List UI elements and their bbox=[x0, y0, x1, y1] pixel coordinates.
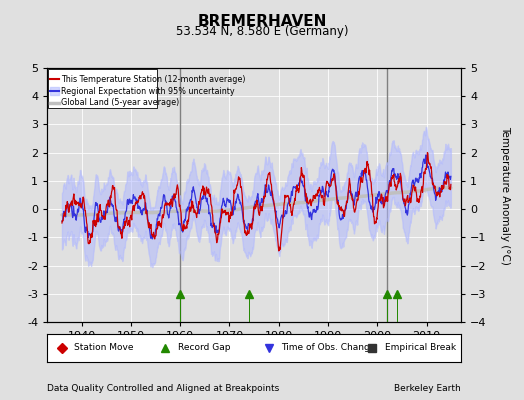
Text: This Temperature Station (12-month average): This Temperature Station (12-month avera… bbox=[61, 75, 246, 84]
Text: 53.534 N, 8.580 E (Germany): 53.534 N, 8.580 E (Germany) bbox=[176, 25, 348, 38]
Text: Record Gap: Record Gap bbox=[178, 344, 230, 352]
Text: Data Quality Controlled and Aligned at Breakpoints: Data Quality Controlled and Aligned at B… bbox=[47, 384, 279, 393]
Text: Time of Obs. Change: Time of Obs. Change bbox=[281, 344, 375, 352]
Text: Global Land (5-year average): Global Land (5-year average) bbox=[61, 98, 180, 108]
Text: BREMERHAVEN: BREMERHAVEN bbox=[198, 14, 326, 29]
Text: Regional Expectation with 95% uncertainty: Regional Expectation with 95% uncertaint… bbox=[61, 87, 235, 96]
Y-axis label: Temperature Anomaly (°C): Temperature Anomaly (°C) bbox=[500, 126, 510, 264]
Text: Empirical Break: Empirical Break bbox=[385, 344, 456, 352]
Text: Station Move: Station Move bbox=[74, 344, 134, 352]
Text: Berkeley Earth: Berkeley Earth bbox=[395, 384, 461, 393]
FancyBboxPatch shape bbox=[48, 70, 157, 108]
